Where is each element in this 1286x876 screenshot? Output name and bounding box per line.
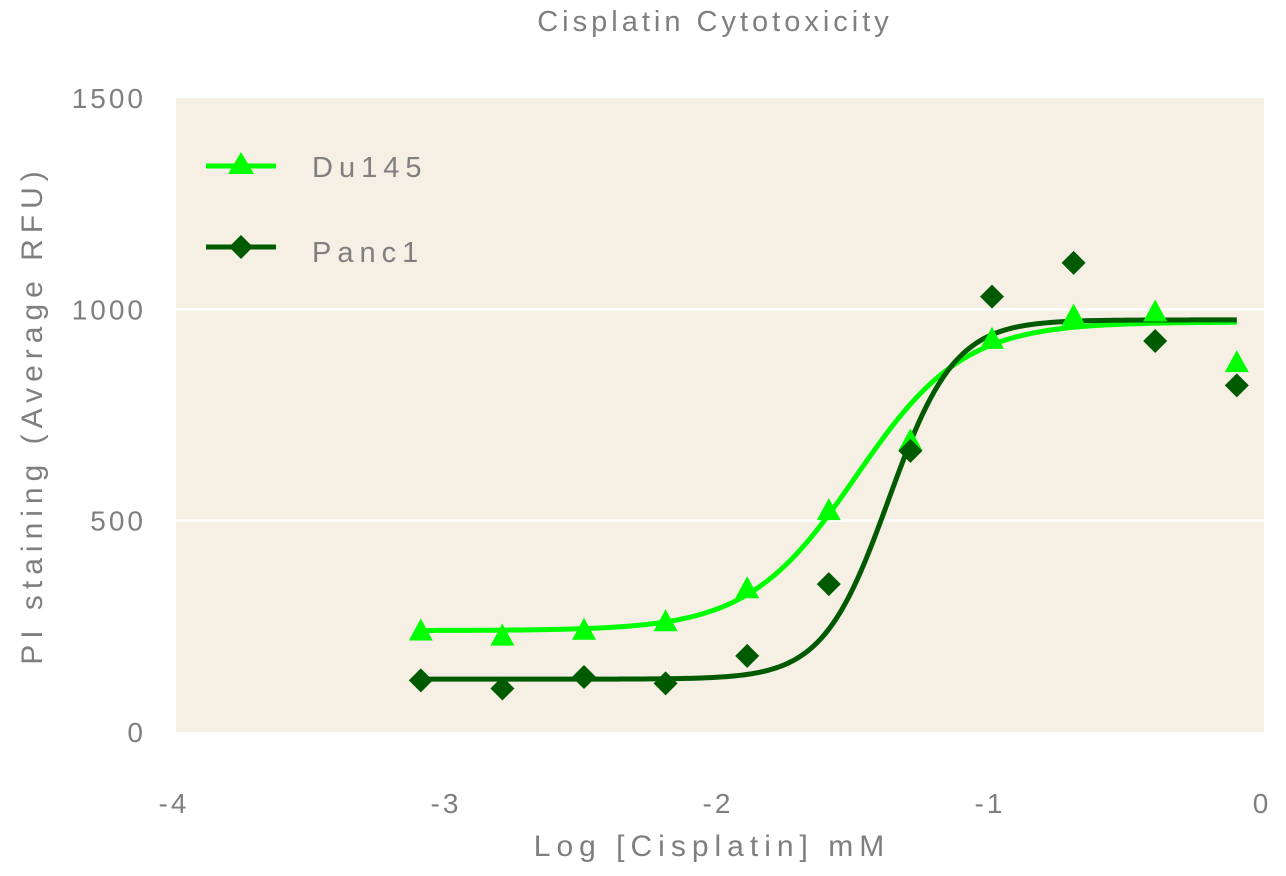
x-tick-label: -3 bbox=[431, 788, 462, 819]
x-tick-label: -1 bbox=[975, 788, 1006, 819]
data-point-panc1 bbox=[653, 671, 678, 696]
chart-title: Cisplatin Cytotoxicity bbox=[537, 6, 893, 38]
x-tick-label: 0 bbox=[1253, 788, 1272, 819]
data-point-panc1 bbox=[980, 284, 1004, 309]
data-point-du145 bbox=[572, 617, 596, 640]
gridlines bbox=[176, 308, 1264, 522]
legend-item-panc1: Panc1 bbox=[206, 235, 424, 269]
plot-area bbox=[176, 98, 1264, 732]
legend: Du145 Panc1 bbox=[206, 152, 427, 269]
data-point-panc1 bbox=[898, 438, 923, 463]
data-point-panc1 bbox=[572, 665, 596, 690]
data-point-panc1 bbox=[1224, 373, 1249, 398]
x-tick-label: -4 bbox=[159, 788, 190, 819]
y-tick-label: 1000 bbox=[72, 294, 146, 325]
data-point-panc1 bbox=[1143, 329, 1168, 354]
legend-item-du145: Du145 bbox=[206, 152, 427, 184]
data-point-panc1 bbox=[816, 572, 841, 597]
fit-curve-panc1 bbox=[420, 317, 1237, 682]
y-tick-label: 0 bbox=[127, 717, 146, 748]
legend-label-panc1: Panc1 bbox=[312, 237, 424, 269]
y-axis-ticks: 0 500 1000 1500 bbox=[72, 83, 146, 748]
data-point-du145 bbox=[408, 618, 433, 641]
data-point-du145 bbox=[816, 498, 841, 521]
data-point-du145 bbox=[1061, 303, 1086, 326]
data-points bbox=[408, 250, 1249, 701]
x-axis-label: Log [Cisplatin] mM bbox=[534, 830, 890, 863]
data-point-du145 bbox=[1143, 299, 1168, 322]
y-tick-label: 500 bbox=[90, 506, 146, 537]
y-axis-label: PI staining (Average RFU) bbox=[16, 165, 49, 665]
x-axis-ticks: -4 -3 -2 -1 0 bbox=[159, 788, 1272, 819]
x-tick-label: -2 bbox=[703, 788, 734, 819]
data-point-du145 bbox=[490, 623, 515, 646]
legend-triangle-icon bbox=[228, 152, 254, 174]
data-point-panc1 bbox=[408, 668, 433, 693]
data-point-panc1 bbox=[490, 676, 515, 701]
data-point-panc1 bbox=[735, 643, 760, 668]
legend-diamond-icon bbox=[229, 235, 253, 259]
data-point-du145 bbox=[980, 326, 1004, 349]
data-point-du145 bbox=[735, 576, 760, 599]
data-point-panc1 bbox=[1061, 250, 1086, 275]
y-tick-label: 1500 bbox=[72, 83, 146, 114]
legend-label-du145: Du145 bbox=[312, 152, 427, 184]
data-point-du145 bbox=[1224, 350, 1249, 373]
data-point-du145 bbox=[653, 609, 678, 632]
